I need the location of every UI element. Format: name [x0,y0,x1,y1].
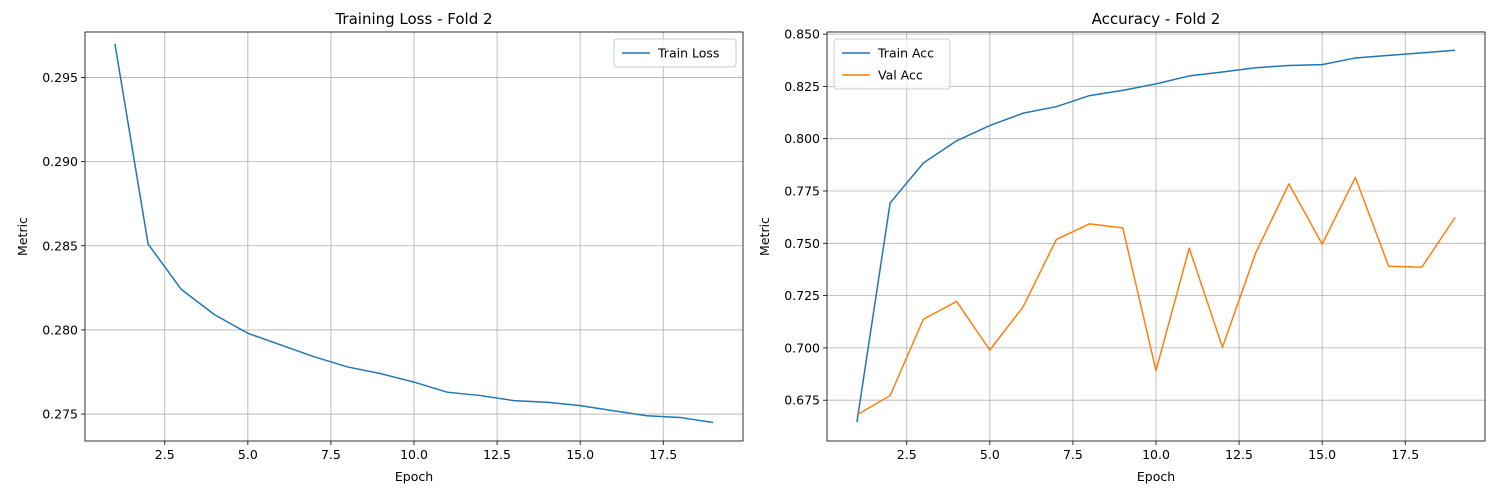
accuracy-x-tick-label: 2.5 [897,447,917,462]
loss-x-tick-label: 17.5 [649,447,677,462]
loss-legend: Train Loss [613,38,737,68]
accuracy-y-axis: 0.675 0.700 0.725 0.750 0.775 0.800 0.825 0.850 [784,27,827,408]
loss-y-axis: 0.275 0.280 0.285 0.290 0.295 [42,70,85,422]
accuracy-legend: Train Acc Val Acc [833,38,951,90]
accuracy-y-tick-label: 0.750 [784,236,820,251]
accuracy-legend-box [833,38,951,90]
loss-x-tick-label: 7.5 [321,447,341,462]
loss-grid [85,32,743,441]
loss-x-axis: 2.5 5.0 7.5 10.0 12.5 15.0 17.5 [155,441,677,462]
accuracy-series-line-val-acc [856,176,1456,416]
accuracy-y-tick-label: 0.725 [784,288,820,303]
loss-legend-label: Train Loss [657,46,719,61]
accuracy-y-tick-label: 0.800 [784,131,820,146]
loss-y-tick-label: 0.295 [42,70,78,85]
accuracy-y-tick-label: 0.850 [784,27,820,42]
accuracy-y-tick-label: 0.825 [784,79,820,94]
loss-y-tick-label: 0.290 [42,154,78,169]
loss-legend-box [613,38,737,68]
accuracy-y-axis-label: Metric [757,217,772,256]
loss-series-line-train-loss [114,43,714,424]
accuracy-x-tick-label: 15.0 [1308,447,1336,462]
accuracy-x-axis-label: Epoch [1137,469,1175,484]
accuracy-x-tick-label: 17.5 [1391,447,1419,462]
accuracy-panel: 2.5 5.0 7.5 10.0 12.5 15.0 17.5 0.675 0.700 0.72… [757,10,1486,484]
loss-y-tick-label: 0.285 [42,238,78,253]
loss-y-tick-label: 0.275 [42,407,78,422]
loss-panel: 2.5 5.0 7.5 10.0 12.5 15.0 17.5 0.275 0.280 0.28… [15,10,744,484]
loss-x-axis-label: Epoch [395,469,433,484]
accuracy-x-tick-label: 5.0 [980,447,1000,462]
accuracy-y-tick-label: 0.700 [784,340,820,355]
loss-y-axis-label: Metric [15,217,30,256]
loss-x-tick-label: 10.0 [400,447,428,462]
accuracy-series [856,49,1456,423]
accuracy-series-line-train-acc [856,49,1456,423]
loss-x-tick-label: 5.0 [238,447,258,462]
accuracy-x-tick-label: 12.5 [1225,447,1253,462]
accuracy-x-tick-label: 10.0 [1142,447,1170,462]
accuracy-legend-label: Train Acc [877,46,934,61]
loss-x-tick-label: 12.5 [483,447,511,462]
accuracy-chart-title: Accuracy - Fold 2 [1092,10,1221,28]
loss-x-tick-label: 15.0 [566,447,594,462]
accuracy-y-tick-label: 0.675 [784,393,820,408]
loss-series [114,43,714,424]
accuracy-legend-label: Val Acc [878,68,923,83]
accuracy-x-tick-label: 7.5 [1063,447,1083,462]
accuracy-x-axis: 2.5 5.0 7.5 10.0 12.5 15.0 17.5 [897,441,1419,462]
loss-x-tick-label: 2.5 [155,447,175,462]
loss-y-tick-label: 0.280 [42,322,78,337]
accuracy-y-tick-label: 0.775 [784,183,820,198]
loss-chart-title: Training Loss - Fold 2 [334,10,492,28]
